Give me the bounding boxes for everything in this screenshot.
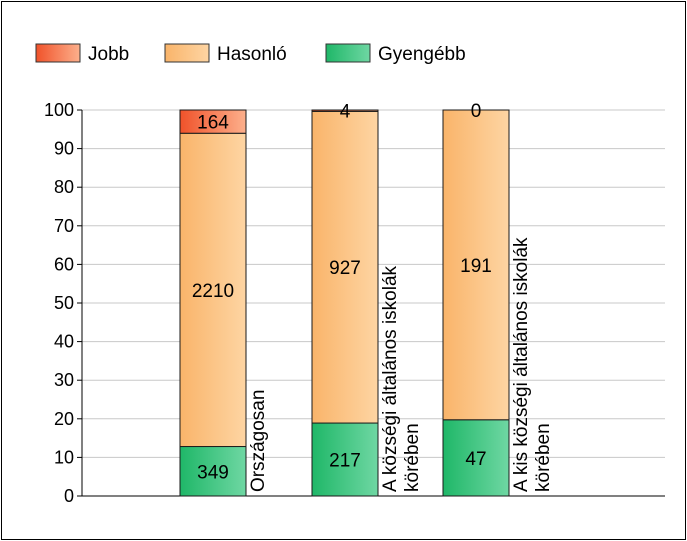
bar-segment-gyengebb-2 (311, 422, 379, 497)
category-label-line: körében (533, 423, 554, 492)
legend: Jobb Hasonló Gyengébb (35, 43, 466, 65)
legend-label-jobb: Jobb (88, 44, 129, 65)
data-label-hasonlo-3: 191 (460, 256, 492, 277)
bar-segment-hasonlo-3 (442, 109, 510, 421)
category-label-2: A községi általános iskolák körében (380, 265, 423, 492)
y-tick-label-100: 100 (44, 100, 74, 120)
category-label-line: A kis községi általános iskolák (511, 237, 532, 492)
bar-segment-jobb-2 (311, 109, 379, 112)
y-tick-label-70: 70 (54, 216, 74, 236)
legend-swatch-hasonlo (164, 43, 210, 63)
category-label-line: A községi általános iskolák (380, 265, 401, 492)
category-labels: Országosan A községi általános iskolák kör… (248, 237, 554, 492)
bar-segment-hasonlo-1 (179, 132, 247, 448)
y-tick-label-20: 20 (54, 409, 74, 429)
legend-label-hasonlo: Hasonló (217, 44, 287, 65)
data-label-jobb-1: 164 (197, 113, 229, 134)
data-label-gyengebb-2: 217 (329, 451, 361, 472)
y-tick-label-40: 40 (54, 332, 74, 352)
category-label-line: Országosan (248, 390, 269, 492)
data-label-gyengebb-1: 349 (197, 462, 229, 483)
bar-segment-jobb-1 (179, 109, 247, 134)
category-label-line: körében (402, 423, 423, 492)
y-tick-label-90: 90 (54, 139, 74, 159)
bar-segment-gyengebb-1 (179, 446, 247, 497)
data-label-hasonlo-2: 927 (329, 258, 361, 279)
y-tick-label-60: 60 (54, 254, 74, 274)
legend-label-gyengebb: Gyengébb (378, 44, 466, 65)
data-label-jobb-3: 0 (471, 101, 482, 122)
y-tick-label-30: 30 (54, 370, 74, 390)
data-label-jobb-2: 4 (340, 102, 351, 123)
data-label-gyengebb-3: 47 (465, 449, 486, 470)
bars: 349 2210 164 217 927 4 47 191 0 (179, 101, 510, 497)
legend-swatch-gyengebb (325, 43, 371, 63)
y-tick-label-0: 0 (64, 486, 74, 506)
bar-segment-hasonlo-2 (311, 110, 379, 424)
y-tick-label-10: 10 (54, 447, 74, 467)
data-label-hasonlo-1: 2210 (192, 281, 234, 302)
y-tick-label-50: 50 (54, 293, 74, 313)
legend-swatch-jobb (35, 43, 81, 63)
y-tick-label-80: 80 (54, 177, 74, 197)
category-label-3: A kis községi általános iskolák körében (511, 237, 554, 492)
category-label-1: Országosan (248, 390, 269, 492)
